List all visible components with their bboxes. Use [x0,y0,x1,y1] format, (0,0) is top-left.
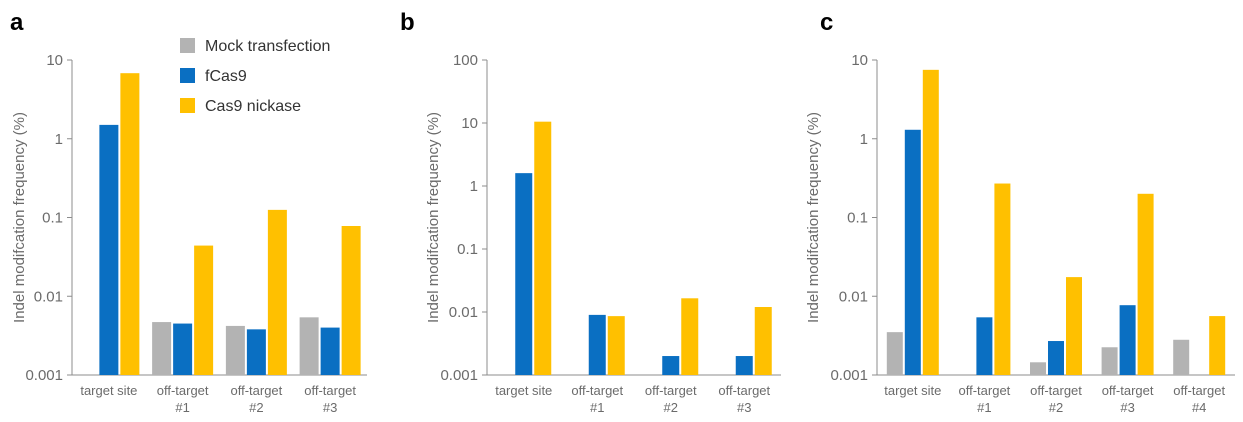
x-tick-label: target site [495,383,552,398]
bar-fcas9 [1119,305,1136,375]
x-tick-label: off-target #3 [718,383,770,415]
chart-panels: a 10 1 0.1 0.01 0.001 Indel modifcation freque… [10,9,1235,415]
x-tick-label: off-target #1 [959,383,1011,415]
bar-nickase [120,73,140,375]
bar-nickase [534,121,552,376]
bar-nickase [1066,277,1082,375]
panel-a: a 10 1 0.1 0.01 0.001 Indel modifcation freque… [10,9,367,415]
y-tick-label: 100 [453,52,478,69]
y-axis-title: Indel modifcation frequency (%) [11,112,28,323]
y-tick-label: 0.001 [830,367,868,384]
y-tick-label: 0.1 [847,210,868,227]
y-tick-label: 10 [461,115,478,132]
bar-nickase [267,209,287,375]
x-tick-label: off-target #2 [1030,383,1082,415]
bar-mock [886,332,903,375]
bar-fcas9 [976,317,993,375]
legend-swatch-mock [180,38,195,53]
y-tick-label: 1 [55,131,63,148]
bar-mock [1101,347,1118,375]
y-axis-title: Indel modifcation frequency (%) [425,112,442,323]
legend-swatch-fcas9 [180,68,195,83]
legend-label-fcas9: fCas9 [205,68,247,85]
panel-b: b 100 10 1 0.1 0.01 0.001 Indel modifcation fre… [400,9,781,415]
legend-swatch-nickase [180,98,195,113]
legend: Mock transfection fCas9 Cas9 nickase [180,38,330,115]
panel-c: c 10 1 0.1 0.01 0.001 Indel modifcation freque… [805,9,1235,415]
panel-label: c [820,9,833,36]
x-tick-label: off-target #1 [157,383,209,415]
bar-mock [225,325,245,375]
bar-nickase [1209,316,1226,375]
x-tick-label: off-target #3 [1102,383,1154,415]
bar-mock [1173,339,1190,375]
y-tick-label: 0.1 [42,210,63,227]
bar-nickase [922,69,939,375]
y-tick-label: 0.001 [440,367,478,384]
bar-fcas9 [904,129,921,375]
bar-fcas9 [588,314,606,375]
legend-label-mock: Mock transfection [205,38,330,55]
y-tick-label: 1 [470,178,478,195]
bar-nickase [754,307,772,375]
bar-mock [152,322,172,375]
y-tick-label: 0.01 [34,288,63,305]
x-tick-label: target site [80,383,137,398]
y-tick-label: 1 [860,131,868,148]
x-tick-label: off-target #1 [571,383,623,415]
panel-label: a [10,9,24,36]
x-tick-label: target site [884,383,941,398]
y-tick-label: 0.001 [25,367,63,384]
x-tick-label: off-target #2 [230,383,282,415]
y-tick-label: 0.01 [449,304,478,321]
bar-nickase [341,225,361,375]
bar-fcas9 [662,356,680,375]
y-tick-label: 0.1 [457,241,478,258]
bar-nickase [994,183,1011,375]
bar-fcas9 [515,173,533,375]
bar-nickase [607,316,625,375]
bar-nickase [194,245,214,375]
y-tick-label: 0.01 [839,288,868,305]
bar-fcas9 [246,329,266,375]
bar-fcas9 [735,356,753,375]
bar-mock [1030,362,1046,375]
legend-label-nickase: Cas9 nickase [205,98,301,115]
y-axis-title: Indel modifcation frequency (%) [805,112,822,323]
bar-fcas9 [320,327,340,375]
bar-fcas9 [1048,341,1064,375]
bar-fcas9 [173,323,193,375]
x-tick-label: off-target #2 [645,383,697,415]
bar-mock [299,317,319,375]
bar-nickase [681,298,699,375]
bar-nickase [1137,193,1154,375]
y-tick-label: 10 [46,52,63,69]
panel-label: b [400,9,415,36]
bar-fcas9 [99,124,119,375]
y-tick-label: 10 [851,52,868,69]
x-tick-label: off-target #3 [304,383,356,415]
x-tick-label: off-target #4 [1173,383,1225,415]
